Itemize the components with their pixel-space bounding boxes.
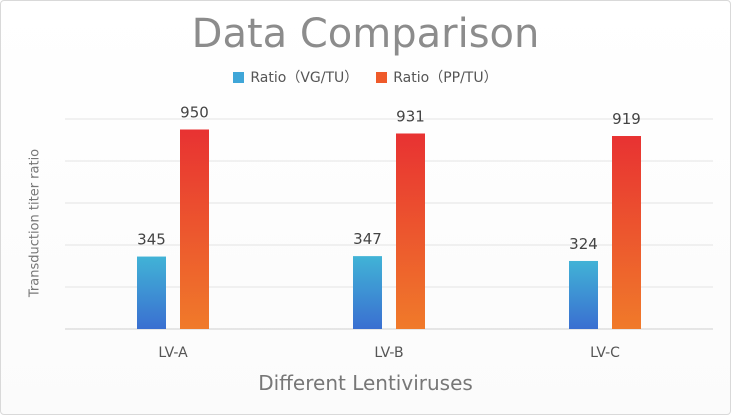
bar-pp-tu-lv-a [180, 129, 209, 329]
legend-label-pp-tu: Ratio（PP/TU） [393, 70, 498, 86]
bar-pp-tu-lv-c [612, 136, 641, 329]
data-label-pp-tu-lv-b: 931 [396, 107, 425, 125]
legend-swatch-vg-tu [233, 71, 245, 83]
bar-vg-tu-lv-a [137, 256, 166, 329]
chart-title: Data Comparison [191, 11, 540, 57]
data-label-pp-tu-lv-a: 950 [180, 104, 209, 122]
legend: Ratio（VG/TU） Ratio（PP/TU） [1, 67, 730, 87]
x-axis-label: Different Lentiviruses [258, 371, 473, 395]
x-tick-label: LV-B [374, 345, 403, 361]
legend-item-pp-tu: Ratio（PP/TU） [376, 67, 498, 87]
data-label-vg-tu-lv-b: 347 [353, 230, 382, 248]
legend-label-vg-tu: Ratio（VG/TU） [250, 70, 359, 86]
bar-pp-tu-lv-b [396, 133, 425, 329]
legend-item-vg-tu: Ratio（VG/TU） [233, 67, 358, 87]
x-tick-label: LV-A [158, 345, 188, 361]
data-label-vg-tu-lv-a: 345 [137, 231, 166, 249]
legend-swatch-pp-tu [376, 71, 388, 83]
data-label-vg-tu-lv-c: 324 [569, 235, 598, 253]
bar-vg-tu-lv-c [569, 260, 598, 329]
data-label-pp-tu-lv-c: 919 [612, 110, 641, 128]
bar-vg-tu-lv-b [353, 256, 382, 329]
x-tick-label: LV-C [590, 345, 620, 361]
